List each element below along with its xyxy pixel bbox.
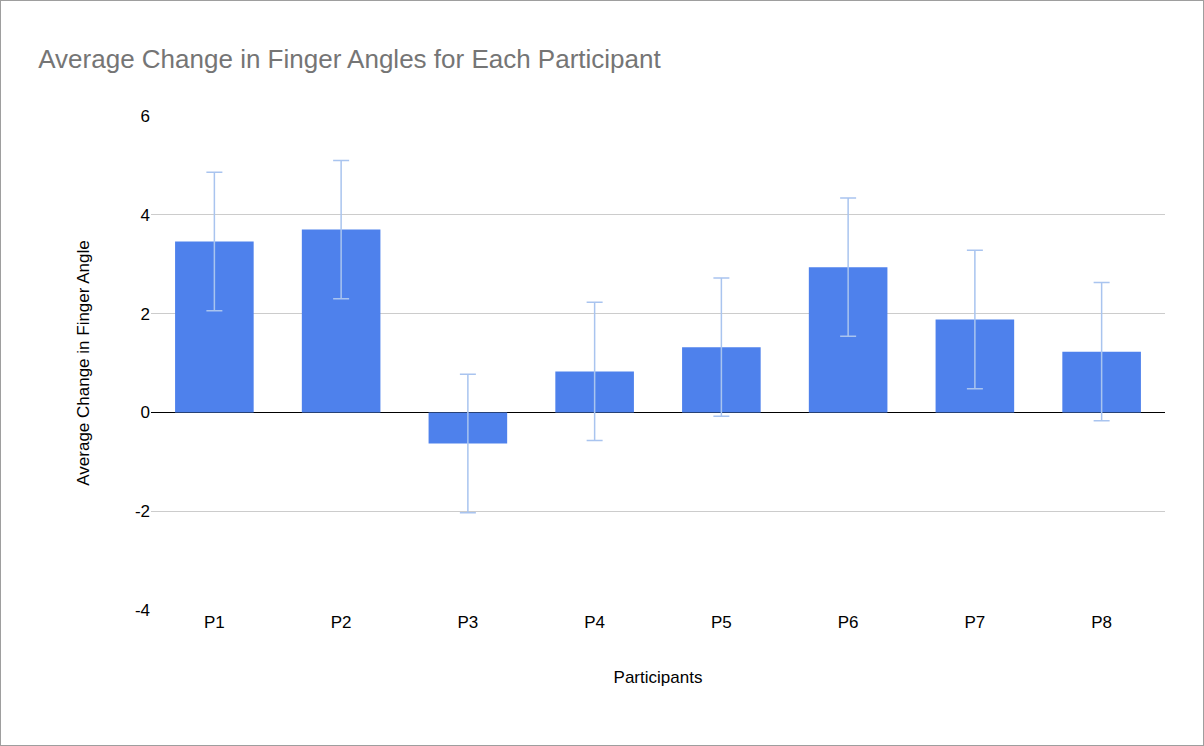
- svg-text:-2: -2: [135, 502, 150, 521]
- svg-text:Participants: Participants: [614, 668, 703, 687]
- svg-text:P4: P4: [584, 613, 605, 632]
- svg-text:P7: P7: [964, 613, 985, 632]
- svg-text:P2: P2: [331, 613, 352, 632]
- svg-text:-4: -4: [135, 601, 150, 620]
- svg-text:P3: P3: [457, 613, 478, 632]
- svg-text:4: 4: [141, 206, 150, 225]
- svg-text:P6: P6: [838, 613, 859, 632]
- svg-text:P8: P8: [1091, 613, 1112, 632]
- svg-text:2: 2: [141, 305, 150, 324]
- svg-text:Average Change in Finger Angle: Average Change in Finger Angle: [74, 240, 93, 485]
- svg-text:6: 6: [141, 107, 150, 126]
- svg-text:Average Change in Finger Angle: Average Change in Finger Angles for Each…: [38, 44, 661, 74]
- svg-text:0: 0: [141, 403, 150, 422]
- svg-text:P5: P5: [711, 613, 732, 632]
- svg-text:P1: P1: [204, 613, 225, 632]
